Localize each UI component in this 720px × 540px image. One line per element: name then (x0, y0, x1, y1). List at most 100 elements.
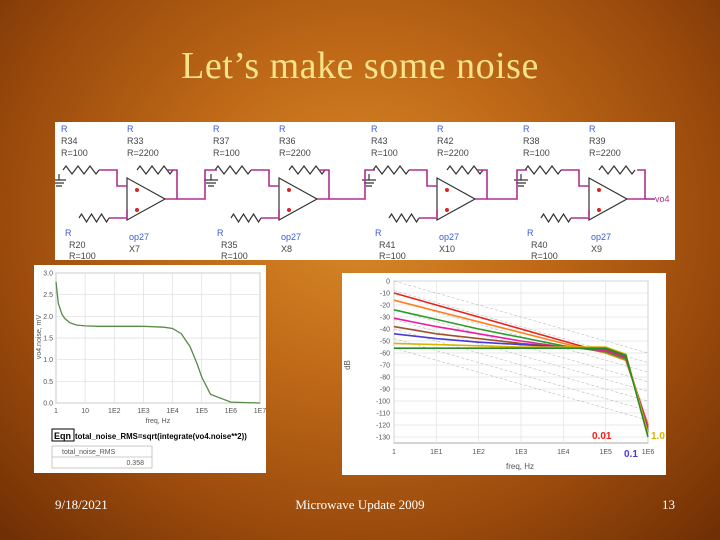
wire (177, 169, 217, 200)
opamp-name: X8 (281, 244, 292, 254)
opamp-model: op27 (129, 232, 149, 242)
wire (571, 210, 590, 219)
resistor-name: R33 (127, 136, 144, 146)
x-tick-label: 1E5 (195, 408, 208, 415)
resistor-symbol (78, 212, 110, 224)
resistor-name: R34 (61, 136, 78, 146)
resistor-type-label: R (527, 228, 534, 238)
x-tick-label: 1E4 (557, 449, 570, 456)
wire (487, 169, 527, 200)
footer-center-text: Microwave Update 2009 (295, 497, 425, 512)
resistor-type-label: R (589, 124, 596, 134)
resistor-value: R=2200 (127, 148, 159, 158)
y-tick-label: 0 (386, 279, 390, 286)
resistor-type-label: R (437, 124, 444, 134)
wire (561, 169, 589, 187)
resistor-value: R=100 (213, 148, 240, 158)
resistor-type-label: R (65, 228, 72, 238)
pin-marker (287, 188, 291, 192)
x-tick-label: 1E6 (642, 449, 655, 456)
reference-line (393, 299, 649, 373)
resistor-type-label: R (61, 124, 68, 134)
pin-marker (597, 208, 601, 212)
y-axis-label: dB (343, 360, 352, 370)
wire (329, 169, 375, 200)
resistor-value: R=2200 (589, 148, 621, 158)
x-tick-label: 1E3 (137, 408, 150, 415)
wire (419, 210, 438, 219)
noise-spectrum-curve (394, 347, 649, 438)
pin-marker (597, 188, 601, 192)
wire (109, 210, 128, 219)
noise-spectrum-plot: 1 1E1 1E2 1E3 1E4 1E5 1E6 0 -10 -20 -30 -40 -50 -60 -7… (342, 273, 666, 475)
pin-marker (445, 188, 449, 192)
resistor-value: R=100 (221, 251, 248, 260)
opamp-name: X10 (439, 244, 455, 254)
y-tick-label: -60 (380, 351, 390, 358)
ground-symbol (362, 174, 376, 187)
noise-spectrum-chart: 1 1E1 1E2 1E3 1E4 1E5 1E6 0 -10 -20 -30 -40 -50 -60 -7… (343, 279, 665, 472)
resistor-name: R41 (379, 240, 396, 250)
y-tick-label: 3.0 (43, 271, 53, 278)
resistor-value: R=100 (69, 251, 96, 260)
x-tick-label: 1E5 (599, 449, 612, 456)
opamp-name: X7 (129, 244, 140, 254)
resistor-type-label: R (279, 124, 286, 134)
slide-title: Let’s make some noise (181, 45, 539, 87)
reference-line (393, 319, 649, 392)
resistor-type-label: R (523, 124, 530, 134)
y-tick-label: 0.5 (43, 379, 53, 386)
equation-tag (51, 428, 75, 442)
wire (99, 169, 127, 187)
resistor-value: R=100 (531, 251, 558, 260)
noise-spectrum-curve (393, 317, 649, 428)
resistor-value: R=2200 (437, 148, 469, 158)
reference-line (393, 328, 649, 402)
x-tick-label: 1 (392, 449, 396, 456)
y-tick-label: 2.5 (43, 292, 53, 299)
opamp-symbol (278, 176, 319, 222)
schematic-drawing: RR34R=100RR33R=2200RR37R=100RR36R=2200RR… (52, 124, 670, 261)
resistor-name: R36 (279, 136, 296, 146)
y-tick-label: -30 (380, 315, 390, 322)
noise-curve (55, 281, 261, 404)
resistor-name: R42 (437, 136, 454, 146)
ground-symbol (52, 174, 66, 187)
resistor-symbol (540, 212, 572, 224)
wire (409, 169, 437, 187)
x-tick-label: 1 (54, 408, 58, 415)
equation-text: total_noise_RMS=sqrt(integrate(vo4.noise… (75, 432, 247, 441)
pin-marker (287, 208, 291, 212)
opamp-symbol (588, 176, 629, 222)
wire (317, 169, 330, 200)
x-axis-label: freq, Hz (506, 462, 534, 471)
opamp-symbol (126, 176, 167, 222)
y-tick-label: -130 (376, 435, 390, 442)
x-tick-label: 1E2 (472, 449, 485, 456)
x-tick-label: 1E7 (254, 408, 266, 415)
resistor-symbol (388, 212, 420, 224)
resistor-symbol (598, 165, 636, 175)
y-tick-label: -120 (376, 423, 390, 430)
y-tick-label: -110 (377, 411, 391, 418)
pin-marker (135, 208, 139, 212)
wire (165, 169, 178, 200)
reference-line (393, 280, 649, 354)
resistor-symbol (136, 165, 174, 175)
y-tick-label: -40 (380, 327, 390, 334)
resistor-value: R=100 (523, 148, 550, 158)
wire (475, 169, 488, 200)
table-header: total_noise_RMS (62, 449, 116, 456)
opamp-symbol (436, 176, 477, 222)
x-tick-label: 1E3 (515, 449, 528, 456)
resistor-name: R35 (221, 240, 238, 250)
resistor-name: R20 (69, 240, 86, 250)
opamp-name: X9 (591, 244, 602, 254)
x-axis-label: freq, Hz (146, 418, 171, 425)
resistor-name: R43 (371, 136, 388, 146)
resistor-type-label: R (371, 124, 378, 134)
circuit-schematic: R R34 R=100 R R33 R=2200 R R37 R=100 R R36 R=2200 R R… (52, 122, 675, 261)
ground-symbol (514, 174, 528, 187)
y-tick-label: -90 (380, 387, 390, 394)
table-value: 0.358 (126, 460, 144, 467)
